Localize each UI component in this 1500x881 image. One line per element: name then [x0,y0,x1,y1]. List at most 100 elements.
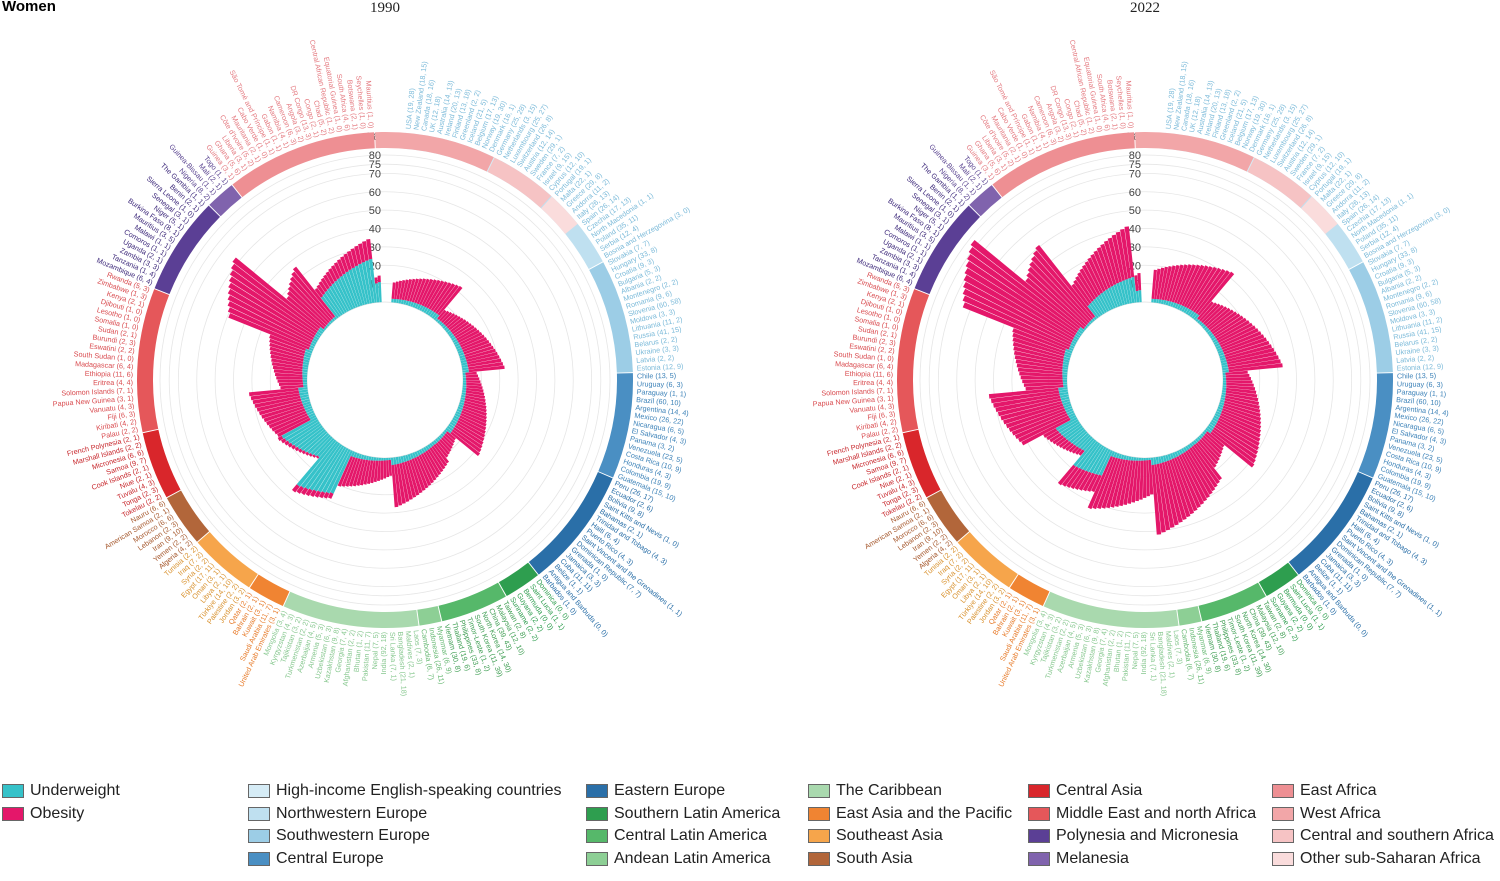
bar-underweight [378,457,382,461]
bar-underweight [303,384,308,388]
bar-underweight [429,442,434,448]
bar-underweight [438,434,443,439]
region-ring-segment [1198,582,1266,622]
bar-obesity [1023,382,1064,387]
bar-obesity [1178,454,1205,505]
bar-underweight [1151,298,1154,303]
bar-underweight [1138,457,1142,461]
bar-underweight [303,359,310,363]
bar-obesity [993,393,1060,408]
legend-region: Central Europe [248,848,561,871]
bar-underweight [1218,352,1225,357]
tick-label: 80 [369,150,381,162]
bar-underweight [1212,417,1219,423]
legend-label: Underweight [30,782,120,800]
bar-underweight [1092,447,1109,475]
bar-obesity [1226,351,1277,365]
country-label: Paraguay (1, 1) [1397,387,1447,398]
region-ring-segment [417,605,442,626]
bar-underweight [1219,401,1225,406]
bar-obesity [274,415,310,435]
bar-underweight [396,299,399,304]
bar-obesity [227,307,311,348]
bar-underweight [1191,441,1196,446]
legend-label: Southwestern Europe [276,827,430,845]
bar-underweight [1141,457,1144,461]
bar-underweight [1122,280,1130,304]
bar-underweight [284,419,319,442]
bar-underweight [290,423,322,446]
bar-underweight [302,379,308,383]
legend-region: Central Latin America [586,825,780,848]
bar-obesity [990,390,1060,404]
bar-underweight [400,299,404,305]
bar-underweight [360,454,365,460]
bar-obesity [320,277,330,290]
bar-underweight [314,333,321,339]
country-label: USA (19, 28) [404,88,417,130]
bar-obesity [1014,413,1068,439]
legend-label: Eastern Europe [614,782,726,800]
bar-underweight [452,338,458,343]
bar-obesity [1078,471,1092,491]
bar-underweight [1073,335,1080,341]
bar-underweight [1079,436,1093,450]
bar-obesity [1134,275,1139,292]
bar-underweight [1199,321,1203,326]
bar-underweight [437,319,441,324]
bar-obesity [1214,317,1247,339]
bar-underweight [453,415,460,420]
bar-obesity [1197,440,1219,465]
bar-obesity [427,449,444,473]
bar-obesity [359,459,369,486]
country-label: Bhutan (1, 2) [352,630,365,672]
bar-underweight [1064,351,1072,356]
bar-obesity [377,275,381,283]
bar-obesity [965,261,1077,336]
bar-obesity [305,488,313,497]
bar-underweight [1071,340,1077,345]
bar-underweight [1067,427,1085,442]
bar-underweight [462,389,467,393]
bar-underweight [1169,453,1174,460]
bar-obesity [291,484,300,493]
bar-obesity [1174,264,1192,304]
bar-obesity [394,281,399,300]
bar-underweight [1063,359,1070,363]
legend-label: Southeast Asia [836,827,943,845]
bar-obesity [277,379,303,383]
bar-obesity [423,279,441,308]
bar-obesity [464,400,487,410]
bar-underweight [1098,450,1113,476]
bar-obesity [1217,420,1260,447]
bar-underweight [1128,456,1132,461]
bar-underweight [446,425,454,432]
region-ring-segment [914,205,981,295]
legend-swatch [248,851,270,866]
grid-circle [177,172,593,588]
bar-obesity [1013,350,1064,364]
bar-underweight [303,403,312,409]
bar-obesity [464,345,494,357]
inner-circle [306,301,464,459]
legend-label: South Asia [836,849,913,867]
bar-obesity [464,398,487,406]
bar-underweight [1136,457,1139,461]
bar-underweight [324,290,343,316]
region-ring-segment [1288,472,1373,575]
bar-underweight [331,318,335,322]
bar-obesity [232,257,321,329]
tick-label: 70 [1129,168,1141,180]
legend-swatch [1028,806,1050,821]
panel-label: Women [2,0,56,15]
bar-underweight [313,436,333,457]
bar-obesity [1087,456,1114,510]
bar-obesity [1124,226,1135,278]
bar-underweight [281,417,318,439]
bar-underweight [355,453,360,459]
bar-obesity [1227,355,1279,368]
bar-obesity [396,463,406,504]
bar-underweight [1163,300,1167,305]
bar-underweight [1222,369,1229,373]
legend-region: Polynesia and Micronesia [1028,825,1256,848]
